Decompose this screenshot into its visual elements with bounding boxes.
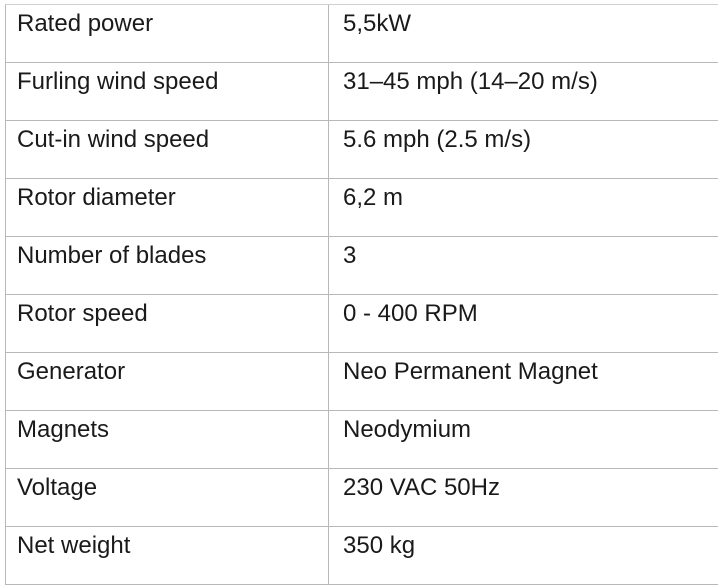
spec-value: 0 - 400 RPM bbox=[328, 294, 718, 353]
spec-label: Net weight bbox=[5, 526, 329, 585]
spec-label: Cut-in wind speed bbox=[5, 120, 329, 179]
spec-value: 5,5kW bbox=[328, 4, 718, 63]
table-row: Rotor speed 0 - 400 RPM bbox=[5, 294, 718, 353]
spec-label: Rotor speed bbox=[5, 294, 329, 353]
table-row: Number of blades 3 bbox=[5, 236, 718, 295]
specifications-table: Rated power 5,5kW Furling wind speed 31–… bbox=[5, 4, 718, 585]
spec-value: 230 VAC 50Hz bbox=[328, 468, 718, 527]
spec-value: 3 bbox=[328, 236, 718, 295]
spec-value: 350 kg bbox=[328, 526, 718, 585]
table-row: Magnets Neodymium bbox=[5, 410, 718, 469]
spec-label: Number of blades bbox=[5, 236, 329, 295]
table-row: Voltage 230 VAC 50Hz bbox=[5, 468, 718, 527]
spec-value: 5.6 mph (2.5 m/s) bbox=[328, 120, 718, 179]
spec-value: 31–45 mph (14–20 m/s) bbox=[328, 62, 718, 121]
table-row: Generator Neo Permanent Magnet bbox=[5, 352, 718, 411]
table-row: Cut-in wind speed 5.6 mph (2.5 m/s) bbox=[5, 120, 718, 179]
table-row: Furling wind speed 31–45 mph (14–20 m/s) bbox=[5, 62, 718, 121]
spec-label: Magnets bbox=[5, 410, 329, 469]
spec-label: Generator bbox=[5, 352, 329, 411]
spec-value: Neodymium bbox=[328, 410, 718, 469]
spec-value: 6,2 m bbox=[328, 178, 718, 237]
spec-label: Voltage bbox=[5, 468, 329, 527]
spec-label: Rated power bbox=[5, 4, 329, 63]
table-row: Rated power 5,5kW bbox=[5, 4, 718, 63]
spec-label: Rotor diameter bbox=[5, 178, 329, 237]
spec-label: Furling wind speed bbox=[5, 62, 329, 121]
table-row: Rotor diameter 6,2 m bbox=[5, 178, 718, 237]
spec-value: Neo Permanent Magnet bbox=[328, 352, 718, 411]
table-row: Net weight 350 kg bbox=[5, 526, 718, 585]
